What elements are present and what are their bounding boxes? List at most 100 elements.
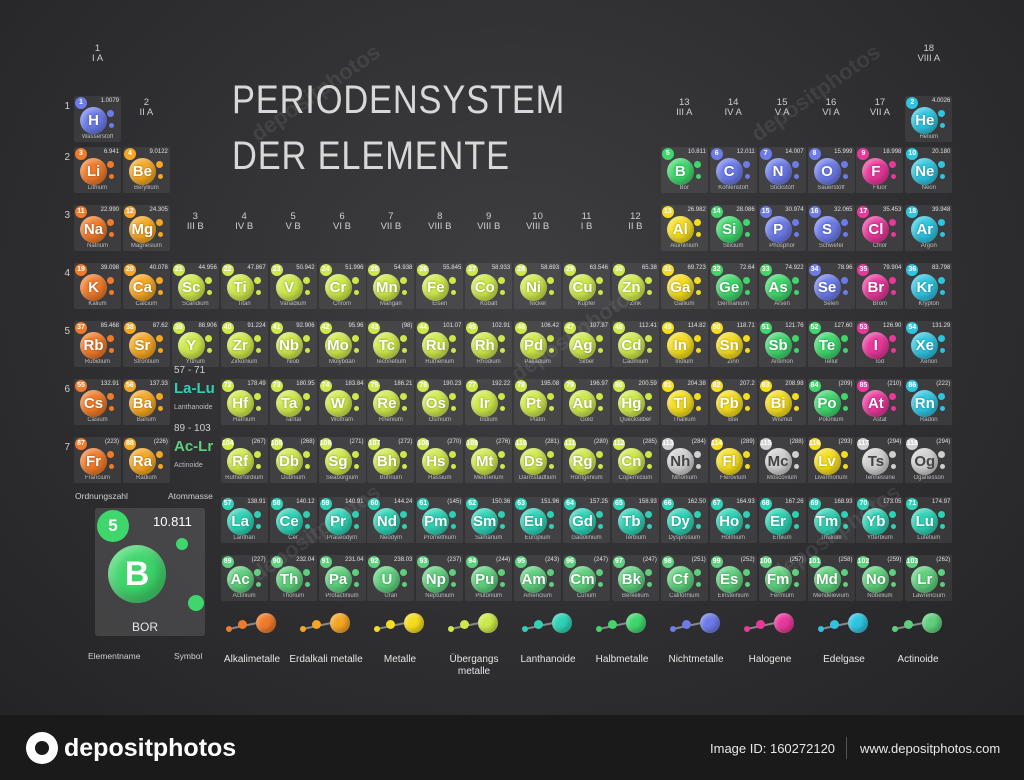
- element-cell-am[interactable]: 95 (243) Am Americium: [514, 555, 562, 601]
- element-cell-ac[interactable]: 89 (227) Ac Actinium: [220, 555, 268, 601]
- element-cell-tl[interactable]: 81 204.38 Tl Thallium: [660, 379, 708, 425]
- element-cell-er[interactable]: 68 167.26 Er Erbium: [758, 497, 806, 543]
- element-cell-ho[interactable]: 67 164.93 Ho Holmium: [709, 497, 757, 543]
- element-cell-cm[interactable]: 96 (247) Cm Curium: [563, 555, 610, 601]
- element-cell-cn[interactable]: 112 (285) Cn Copernicium: [611, 437, 659, 483]
- element-cell-ti[interactable]: 22 47.867 Ti Titan: [220, 263, 268, 309]
- element-cell-os[interactable]: 76 190.23 Os Osmium: [416, 379, 464, 425]
- site-link[interactable]: www.depositphotos.com: [860, 741, 1001, 756]
- element-cell-c[interactable]: 6 12.011 C Kohlenstoff: [709, 147, 757, 193]
- element-cell-ra[interactable]: 88 (226) Ra Radium: [122, 437, 170, 483]
- element-cell-p[interactable]: 15 30.974 P Phosphor: [758, 205, 806, 251]
- element-cell-sc[interactable]: 21 44.956 Sc Scandium: [171, 263, 219, 309]
- element-cell-hf[interactable]: 72 178.49 Hf Hafnium: [220, 379, 268, 425]
- element-cell-pm[interactable]: 61 (145) Pm Promethium: [416, 497, 464, 543]
- element-cell-ga[interactable]: 31 69.723 Ga Gallium: [660, 263, 708, 309]
- element-cell-ba[interactable]: 56 137.33 Ba Barium: [122, 379, 170, 425]
- element-cell-k[interactable]: 19 39.098 K Kalium: [74, 263, 121, 309]
- element-cell-as[interactable]: 33 74.922 As Arsen: [758, 263, 806, 309]
- element-cell-sg[interactable]: 106 (271) Sg Seaborgium: [318, 437, 366, 483]
- element-cell-kr[interactable]: 36 83.798 Kr Krypton: [905, 263, 953, 309]
- element-cell-tm[interactable]: 69 168.93 Tm Thulium: [807, 497, 855, 543]
- element-cell-cd[interactable]: 48 112.41 Cd Cadmium: [611, 321, 659, 367]
- element-cell-md[interactable]: 101 (258) Md Mendelevium: [807, 555, 855, 601]
- element-cell-fr[interactable]: 87 (223) Fr Francium: [74, 437, 121, 483]
- element-cell-n[interactable]: 7 14.007 N Stickstoff: [758, 147, 806, 193]
- element-cell-ca[interactable]: 20 40.078 Ca Calcium: [122, 263, 170, 309]
- element-cell-u[interactable]: 92 238.03 U Uran: [367, 555, 415, 601]
- element-cell-sm[interactable]: 62 150.36 Sm Samarium: [465, 497, 513, 543]
- element-cell-nb[interactable]: 41 92.906 Nb Niob: [269, 321, 317, 367]
- element-cell-no[interactable]: 102 (259) No Nobelium: [856, 555, 904, 601]
- element-cell-ir[interactable]: 77 192.22 Ir Iridium: [465, 379, 513, 425]
- element-cell-eu[interactable]: 63 151.96 Eu Europium: [514, 497, 562, 543]
- element-cell-nd[interactable]: 60 144.24 Nd Neodym: [367, 497, 415, 543]
- element-cell-ru[interactable]: 44 101.07 Ru Ruthenium: [416, 321, 464, 367]
- element-cell-ge[interactable]: 32 72.64 Ge Germanium: [709, 263, 757, 309]
- element-cell-ar[interactable]: 18 39.948 Ar Argon: [905, 205, 953, 251]
- element-cell-bk[interactable]: 97 (247) Bk Berkelium: [611, 555, 659, 601]
- element-cell-nh[interactable]: 113 (284) Nh Nihonium: [660, 437, 708, 483]
- element-cell-au[interactable]: 79 196.97 Au Gold: [563, 379, 610, 425]
- element-cell-i[interactable]: 53 126.90 I Iod: [856, 321, 904, 367]
- element-cell-np[interactable]: 93 (237) Np Neptunium: [416, 555, 464, 601]
- element-cell-sr[interactable]: 38 87.62 Sr Strontium: [122, 321, 170, 367]
- depositphotos-logo-icon[interactable]: [26, 732, 58, 764]
- element-cell-hs[interactable]: 108 (270) Hs Hassium: [416, 437, 464, 483]
- element-cell-la[interactable]: 57 138.91 La Lanthan: [220, 497, 268, 543]
- element-cell-y[interactable]: 39 88.906 Y Yttrium: [171, 321, 219, 367]
- element-cell-lv[interactable]: 116 (293) Lv Livermorium: [807, 437, 855, 483]
- element-cell-b[interactable]: 5 10.811 B Bor: [660, 147, 708, 193]
- element-cell-pb[interactable]: 82 207.2 Pb Blei: [709, 379, 757, 425]
- element-cell-po[interactable]: 84 (209) Po Polonium: [807, 379, 855, 425]
- element-cell-rb[interactable]: 37 85.468 Rb Rubidium: [74, 321, 121, 367]
- element-cell-bh[interactable]: 107 (272) Bh Bohrium: [367, 437, 415, 483]
- element-cell-al[interactable]: 13 26.982 Al Aluminium: [660, 205, 708, 251]
- element-cell-bi[interactable]: 83 208.98 Bi Wismut: [758, 379, 806, 425]
- element-cell-xe[interactable]: 54 131.29 Xe Xenon: [905, 321, 953, 367]
- element-cell-ne[interactable]: 10 20.180 Ne Neon: [905, 147, 953, 193]
- element-cell-cf[interactable]: 98 (251) Cf Californium: [660, 555, 708, 601]
- element-cell-fm[interactable]: 100 (257) Fm Fermium: [758, 555, 806, 601]
- element-cell-cl[interactable]: 17 35.453 Cl Chlor: [856, 205, 904, 251]
- element-cell-ts[interactable]: 117 (294) Ts Tennessine: [856, 437, 904, 483]
- element-cell-te[interactable]: 52 127.60 Te Tellur: [807, 321, 855, 367]
- element-cell-lu[interactable]: 71 174.97 Lu Lutetium: [905, 497, 953, 543]
- element-cell-rn[interactable]: 86 (222) Rn Radon: [905, 379, 953, 425]
- element-cell-sn[interactable]: 50 118.71 Sn Zinn: [709, 321, 757, 367]
- element-cell-rh[interactable]: 45 102.91 Rh Rhodium: [465, 321, 513, 367]
- element-cell-be[interactable]: 4 9.0122 Be Beryllium: [122, 147, 170, 193]
- element-cell-na[interactable]: 11 22.990 Na Natrium: [74, 205, 121, 251]
- element-cell-hg[interactable]: 80 200.59 Hg Quecksilber: [611, 379, 659, 425]
- element-cell-es[interactable]: 99 (252) Es Einsteinium: [709, 555, 757, 601]
- element-cell-re[interactable]: 75 186.21 Re Rhenium: [367, 379, 415, 425]
- element-cell-cs[interactable]: 55 132.91 Cs Cäsium: [74, 379, 121, 425]
- element-cell-yb[interactable]: 70 173.05 Yb Ytterbium: [856, 497, 904, 543]
- element-cell-ag[interactable]: 47 107.87 Ag Silber: [563, 321, 610, 367]
- element-cell-s[interactable]: 16 32.065 S Schwefel: [807, 205, 855, 251]
- element-cell-tb[interactable]: 65 158.93 Tb Terbium: [611, 497, 659, 543]
- element-cell-th[interactable]: 90 232.04 Th Thorium: [269, 555, 317, 601]
- element-cell-li[interactable]: 3 6.941 Li Lithium: [74, 147, 121, 193]
- element-cell-pr[interactable]: 59 140.91 Pr Praseodym: [318, 497, 366, 543]
- element-cell-mo[interactable]: 42 95.96 Mo Molybdän: [318, 321, 366, 367]
- element-cell-fl[interactable]: 114 (289) Fl Flerovium: [709, 437, 757, 483]
- element-cell-fe[interactable]: 26 55.845 Fe Eisen: [416, 263, 464, 309]
- element-cell-w[interactable]: 74 183.84 W Wolfram: [318, 379, 366, 425]
- element-cell-co[interactable]: 27 58.933 Co Kobalt: [465, 263, 513, 309]
- element-cell-ta[interactable]: 73 180.95 Ta Tantal: [269, 379, 317, 425]
- element-cell-o[interactable]: 8 15.999 O Sauerstoff: [807, 147, 855, 193]
- element-cell-db[interactable]: 105 (268) Db Dubnium: [269, 437, 317, 483]
- element-cell-h[interactable]: 1 1.0079 H Wasserstoff: [74, 96, 121, 142]
- element-cell-v[interactable]: 23 50.942 V Vanadium: [269, 263, 317, 309]
- element-cell-ds[interactable]: 110 (281) Ds Darmstadtium: [514, 437, 562, 483]
- element-cell-se[interactable]: 34 78.96 Se Selen: [807, 263, 855, 309]
- element-cell-dy[interactable]: 66 162.50 Dy Dysprosium: [660, 497, 708, 543]
- element-cell-pd[interactable]: 46 106.42 Pd Palladium: [514, 321, 562, 367]
- element-cell-br[interactable]: 35 79.904 Br Brom: [856, 263, 904, 309]
- element-cell-he[interactable]: 2 4.0026 He Helium: [905, 96, 953, 142]
- element-cell-cu[interactable]: 29 63.546 Cu Kupfer: [563, 263, 610, 309]
- element-cell-mt[interactable]: 109 (276) Mt Meitnerium: [465, 437, 513, 483]
- element-cell-si[interactable]: 14 28.086 Si Silicium: [709, 205, 757, 251]
- element-cell-in[interactable]: 49 114.82 In Indium: [660, 321, 708, 367]
